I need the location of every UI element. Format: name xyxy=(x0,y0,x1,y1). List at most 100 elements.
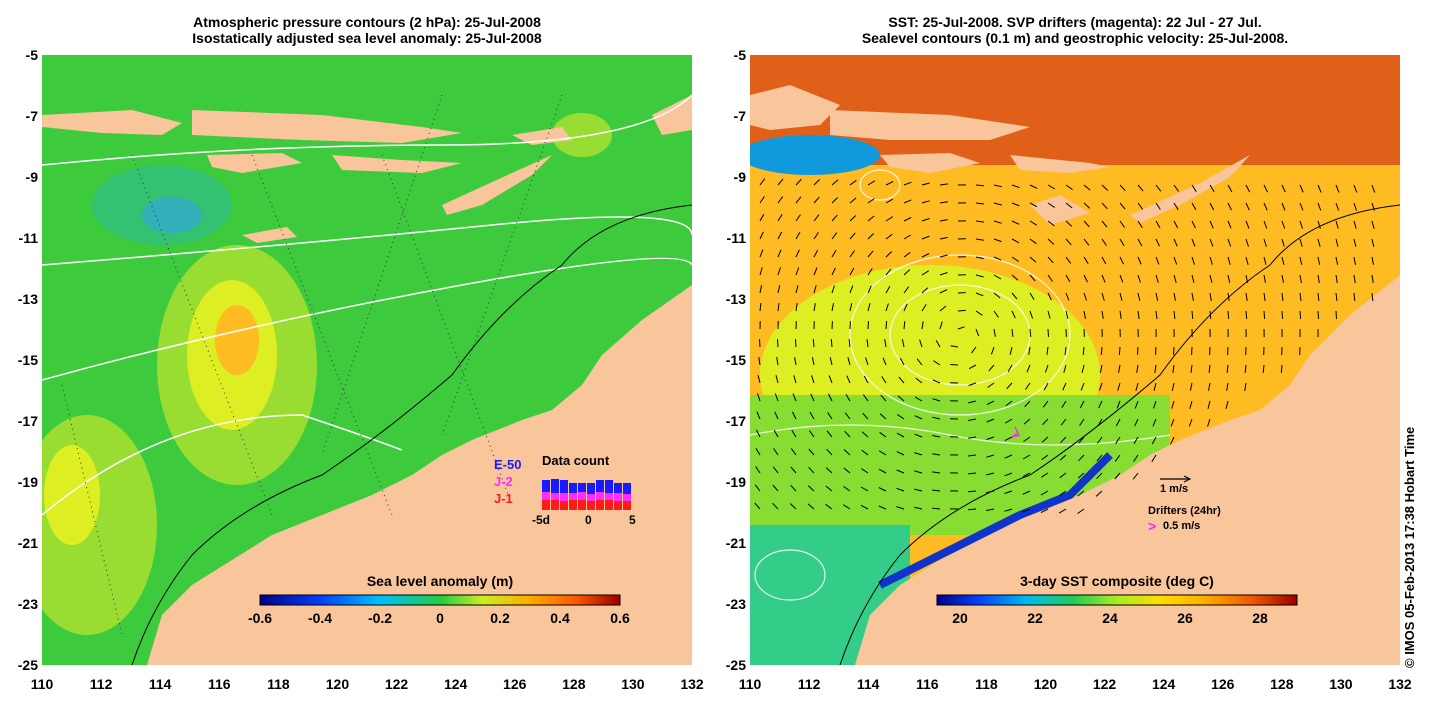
velocity-arrow xyxy=(830,339,833,348)
lesser-sunda-islands xyxy=(192,110,462,143)
velocity-arrow xyxy=(790,484,797,492)
data-count-bar xyxy=(614,483,622,493)
velocity-arrow xyxy=(849,215,857,222)
velocity-arrow xyxy=(935,340,941,348)
velocity-arrow xyxy=(1227,310,1230,319)
bathymetry-contour xyxy=(131,204,692,665)
flores-island xyxy=(1010,155,1110,173)
velocity-arrow xyxy=(1371,184,1376,193)
velocity-arrow xyxy=(777,303,780,312)
velocity-arrow xyxy=(986,454,995,458)
lesser-sunda-islands xyxy=(830,110,1030,140)
velocity-arrow xyxy=(860,504,869,510)
velocity-arrow xyxy=(1047,292,1052,301)
velocity-arrow xyxy=(1191,256,1195,265)
velocity-arrow xyxy=(1173,274,1177,283)
velocity-arrow xyxy=(993,238,1002,243)
data-count-bar xyxy=(569,493,577,500)
velocity-arrow xyxy=(775,375,779,384)
velocity-arrow xyxy=(1011,184,1020,189)
velocity-arrow xyxy=(968,490,977,493)
velocity-arrow xyxy=(896,432,905,438)
sumbawa-island xyxy=(207,153,302,173)
colorbar-tick-label: -0.2 xyxy=(367,610,393,626)
velocity-arrow xyxy=(1155,256,1160,265)
velocity-arrow xyxy=(813,196,820,204)
velocity-arrow xyxy=(975,310,983,316)
velocity-arrow xyxy=(1083,238,1090,246)
right-panel-title: SST: 25-Jul-2008. SVP drifters (magenta)… xyxy=(750,14,1400,46)
velocity-arrow xyxy=(878,450,887,456)
sst-map[interactable]: 3-day SST composite (deg C) 20 22 24 26 28 1… xyxy=(750,55,1400,665)
velocity-arrow xyxy=(1335,220,1339,229)
data-count-bar xyxy=(569,500,577,510)
velocity-arrow xyxy=(1100,346,1103,355)
velocity-arrow xyxy=(1335,202,1340,211)
velocity-arrow xyxy=(1134,418,1139,427)
velocity-arrow xyxy=(867,180,876,186)
y-tick-label: -25 xyxy=(725,657,746,673)
velocity-arrow xyxy=(1119,274,1124,283)
y-tick-label: -23 xyxy=(17,596,38,612)
velocity-arrow xyxy=(795,214,801,222)
velocity-arrow xyxy=(759,196,765,204)
velocity-arrow xyxy=(757,375,761,384)
x-tick-label: 126 xyxy=(503,676,527,692)
velocity-arrow xyxy=(1077,472,1085,479)
x-tick-label: 112 xyxy=(797,676,821,692)
x-tick-label: 120 xyxy=(325,676,350,692)
velocity-arrow xyxy=(1136,364,1139,373)
velocity-arrow xyxy=(1263,274,1266,283)
velocity-arrow xyxy=(896,487,905,492)
velocity-arrow xyxy=(878,487,887,492)
velocity-arrow xyxy=(1040,508,1049,514)
velocity-arrow xyxy=(881,376,887,384)
velocity-arrow xyxy=(914,396,923,402)
left-title-line1: Atmospheric pressure contours (2 hPa): 2… xyxy=(193,14,541,30)
sea-level-anomaly-map[interactable]: Sea level anomaly (m) -0.6 -0.4 -0.2 0 0.2 0.… xyxy=(42,55,692,665)
velocity-arrow xyxy=(1137,184,1144,192)
velocity-arrow xyxy=(1188,418,1193,427)
velocity-arrow xyxy=(795,196,802,204)
velocity-arrow xyxy=(1371,256,1374,265)
velocity-arrow xyxy=(1119,184,1126,192)
x-tick-label: 110 xyxy=(30,676,54,692)
velocity-arrow xyxy=(777,214,783,222)
data-count-bar xyxy=(551,493,559,500)
velocity-arrow xyxy=(1335,184,1340,193)
y-tick-label: -13 xyxy=(725,291,746,307)
velocity-arrow xyxy=(1170,436,1175,445)
velocity-arrow xyxy=(1281,310,1284,320)
velocity-arrow xyxy=(1299,220,1303,229)
java-island xyxy=(42,110,182,135)
velocity-arrow xyxy=(759,178,766,186)
velocity-arrow xyxy=(1155,202,1161,210)
velocity-arrow xyxy=(812,339,815,348)
velocity-arrow xyxy=(1137,202,1144,210)
velocity-arrow xyxy=(975,256,984,260)
velocity-arrow xyxy=(1029,310,1034,319)
colorbar-tick-label: 22 xyxy=(1027,610,1043,626)
pressure-contour-1 xyxy=(42,94,692,166)
data-count-bar xyxy=(578,492,586,500)
legend-j2: J-2 xyxy=(494,474,513,489)
wetar-island xyxy=(512,127,572,145)
data-count-bars xyxy=(542,479,631,510)
velocity-arrow xyxy=(1011,328,1014,337)
velocity-arrow xyxy=(1245,220,1250,229)
velocity-arrow xyxy=(1353,184,1358,193)
velocity-arrow xyxy=(1023,418,1031,425)
velocity-arrow xyxy=(1119,310,1122,319)
velocity-arrow xyxy=(1207,400,1211,409)
velocity-arrow xyxy=(1173,256,1178,265)
velocity-arrow xyxy=(1059,472,1067,479)
velocity-arrow xyxy=(1101,256,1107,265)
velocity-arrow xyxy=(1118,364,1121,373)
velocity-arrow xyxy=(1095,490,1103,497)
velocity-arrow xyxy=(866,339,869,348)
x-tick-label: 128 xyxy=(1270,676,1294,692)
velocity-arrow xyxy=(843,485,851,492)
velocity-arrow xyxy=(795,178,802,186)
velocity-arrow xyxy=(1191,184,1197,192)
velocity-arrow xyxy=(1083,256,1089,264)
